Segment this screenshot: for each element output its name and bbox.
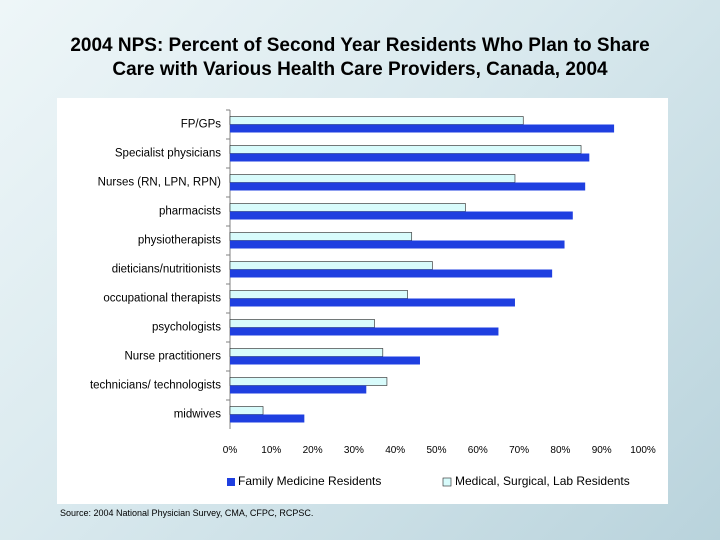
category-label: pharmacists: [159, 206, 221, 218]
bar-family-medicine: [230, 240, 565, 249]
chart-title: 2004 NPS: Percent of Second Year Residen…: [20, 34, 700, 82]
bar-medical-surgical-lab: [229, 116, 524, 125]
category-label: dieticians/nutritionists: [112, 264, 222, 276]
category-label: Nurse practitioners: [124, 351, 221, 363]
bar-medical-surgical-lab: [229, 406, 264, 415]
legend-label-family-medicine: Family Medicine Residents: [238, 474, 381, 488]
bar-family-medicine: [230, 182, 586, 191]
bar-medical-surgical-lab: [229, 232, 413, 241]
bar-medical-surgical-lab: [229, 290, 408, 299]
legend-swatch-family-medicine: [227, 478, 235, 486]
bar-family-medicine: [230, 211, 573, 220]
bar-family-medicine: [230, 269, 553, 278]
chart-panel: FP/GPs Specialist physicians Nurses (RN, L…: [57, 98, 668, 504]
category-label: occupational therapists: [103, 293, 221, 305]
bar-family-medicine: [230, 298, 515, 307]
bar-family-medicine: [230, 327, 499, 336]
x-tick-label: 40%: [385, 445, 405, 456]
category-label: technicians/ technologists: [90, 380, 221, 392]
x-tick-label: 10%: [261, 445, 281, 456]
bar-family-medicine: [230, 385, 367, 394]
chart-title-line2: Care with Various Health Care Providers,…: [112, 59, 608, 80]
bar-medical-surgical-lab: [229, 377, 388, 386]
category-label: physiotherapists: [138, 235, 221, 247]
bar-family-medicine: [230, 356, 420, 365]
x-tick-label: 70%: [509, 445, 529, 456]
bar-medical-surgical-lab: [229, 174, 516, 183]
x-tick-label: 50%: [426, 445, 446, 456]
x-tick-label: 30%: [344, 445, 364, 456]
legend-label-medical-surgical-lab: Medical, Surgical, Lab Residents: [455, 474, 630, 488]
bar-family-medicine: [230, 124, 615, 133]
x-tick-label: 60%: [468, 445, 488, 456]
x-tick-label: 0%: [223, 445, 238, 456]
bar-chart: FP/GPs Specialist physicians Nurses (RN, L…: [90, 109, 656, 488]
bar-medical-surgical-lab: [229, 319, 375, 328]
bar-medical-surgical-lab: [229, 261, 433, 270]
source-note: Source: 2004 National Physician Survey, …: [60, 508, 314, 518]
x-tick-label: 100%: [630, 445, 656, 456]
bar-family-medicine: [230, 153, 590, 162]
bar-medical-surgical-lab: [229, 203, 466, 212]
bar-medical-surgical-lab: [229, 348, 384, 357]
bar-family-medicine: [230, 414, 305, 423]
x-tick-label: 80%: [550, 445, 570, 456]
chart-title-line1: 2004 NPS: Percent of Second Year Residen…: [70, 35, 650, 56]
category-label: Specialist physicians: [115, 148, 221, 160]
bar-medical-surgical-lab: [229, 145, 582, 154]
category-label: FP/GPs: [181, 119, 222, 131]
x-tick-label: 90%: [592, 445, 612, 456]
x-tick-label: 20%: [303, 445, 323, 456]
category-label: Nurses (RN, LPN, RPN): [98, 177, 221, 189]
category-label: midwives: [174, 409, 222, 421]
category-label: psychologists: [152, 322, 221, 334]
legend-swatch-medical-surgical-lab: [442, 477, 452, 487]
